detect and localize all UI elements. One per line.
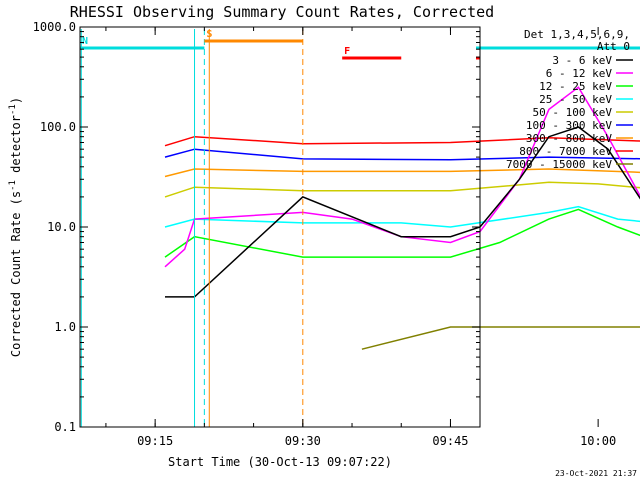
y-tick-label: 100.0 [40, 120, 76, 134]
y-tick-label: 1.0 [54, 320, 76, 334]
series-line-300-800-kev [164, 168, 640, 178]
x-tick-label: 10:00 [580, 434, 616, 448]
series-line-100-300-kev [164, 148, 640, 161]
legend-label-800-7000-kev: 800 - 7000 keV [519, 145, 612, 158]
series-line-7000-15000-kev [361, 326, 640, 350]
series-line-3-6-kev [165, 126, 640, 298]
legend-header-attenuator: Att 0 [597, 40, 630, 53]
legend-header-detectors: Det 1,3,4,5,6,9, [524, 28, 630, 41]
legend-label-300-800-kev: 300 - 800 keV [526, 132, 612, 145]
segment-label: S [206, 29, 212, 40]
x-tick-label: 09:15 [137, 434, 173, 448]
segment-label: N [82, 36, 88, 47]
legend-label-50-100-kev: 50 - 100 keV [533, 106, 613, 119]
segment-label: F [344, 46, 350, 57]
plot-segments-group: SNNF [80, 29, 640, 60]
plot-markers-group [80, 29, 304, 427]
footer-date: 23-Oct-2021 21:37 [555, 469, 637, 478]
y-tick-label: 0.1 [54, 420, 76, 434]
legend-label-25-50-kev: 25 - 50 keV [539, 93, 612, 106]
legend-label-12-25-kev: 12 - 25 keV [539, 80, 612, 93]
series-line-12-25-kev [164, 208, 640, 258]
series-line-50-100-kev [164, 181, 640, 198]
y-axis-label: Corrected Count Rate (s-1 detector-1) [8, 97, 23, 357]
series-line-6-12-kev [164, 86, 640, 268]
x-axis-label: Start Time (30-Oct-13 09:07:22) [168, 455, 392, 469]
chart-title: RHESSI Observing Summary Count Rates, Co… [70, 3, 494, 21]
legend-label-6-12-kev: 6 - 12 keV [546, 67, 613, 80]
legend-label-7000-15000-kev: 7000 - 15000 keV [506, 158, 612, 171]
y-tick-label: 1000.0 [33, 20, 76, 34]
legend-label-3-6-kev: 3 - 6 keV [552, 54, 612, 67]
legend-label-100-300-kev: 100 - 300 keV [526, 119, 612, 132]
x-tick-label: 09:30 [285, 434, 321, 448]
y-axis-ticks: 1000.0 100.0 10.0 1.0 0.1 [33, 20, 480, 434]
y-tick-label: 10.0 [47, 220, 76, 234]
x-tick-label: 09:45 [432, 434, 468, 448]
